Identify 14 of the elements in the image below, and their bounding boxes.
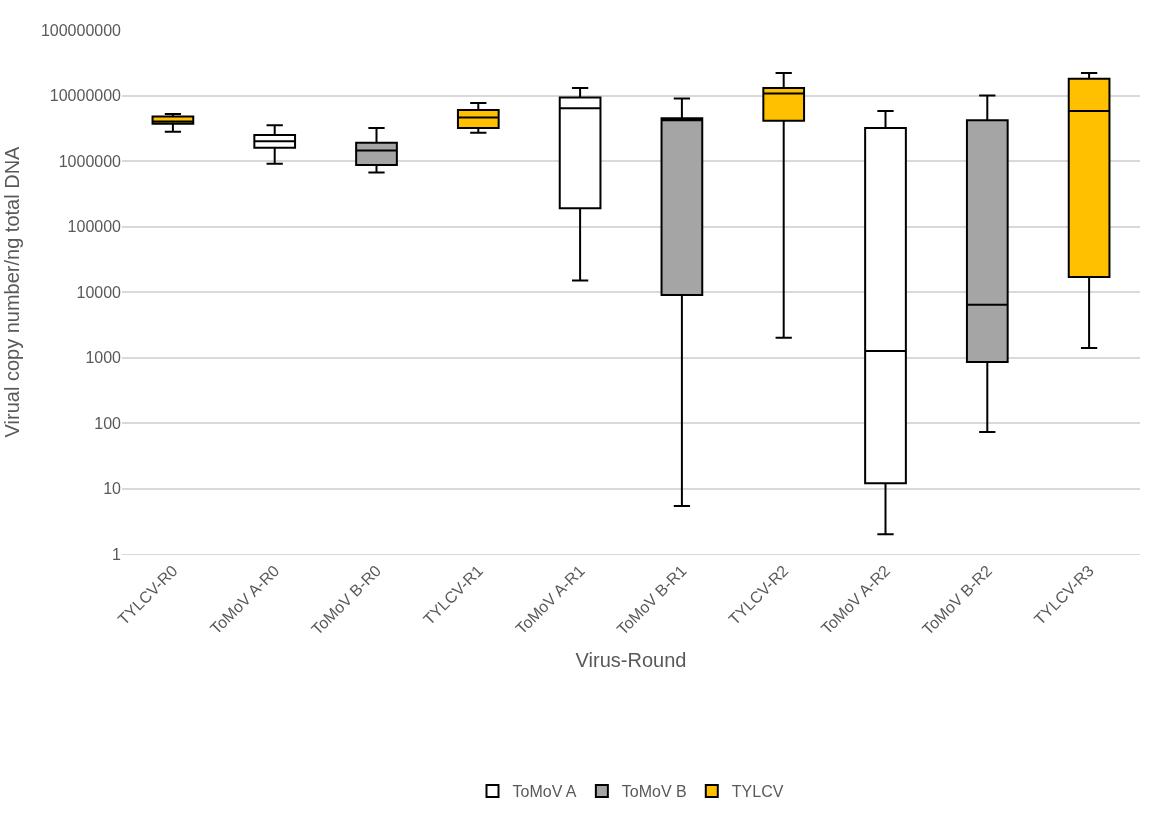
- y-tick-label: 1: [112, 545, 122, 563]
- y-tick-label: 1000000: [58, 152, 122, 170]
- y-tick-label: 1000: [85, 349, 122, 367]
- y-tick-label: 10000: [76, 283, 122, 301]
- x-axis-title: Virus-Round: [575, 648, 687, 671]
- y-tick-label: 10: [103, 480, 122, 498]
- y-axis-title: Virual copy number/ng total DNA: [1, 145, 24, 438]
- legend-label: ToMoV A: [512, 783, 577, 801]
- legend-label: TYLCV: [731, 783, 784, 801]
- y-tick-label: 10000000: [49, 87, 122, 105]
- y-tick-label: 100000000: [40, 21, 122, 39]
- legend-label: ToMoV B: [621, 783, 687, 801]
- y-tick-label: 100: [94, 414, 122, 432]
- y-tick-label: 100000: [67, 218, 122, 236]
